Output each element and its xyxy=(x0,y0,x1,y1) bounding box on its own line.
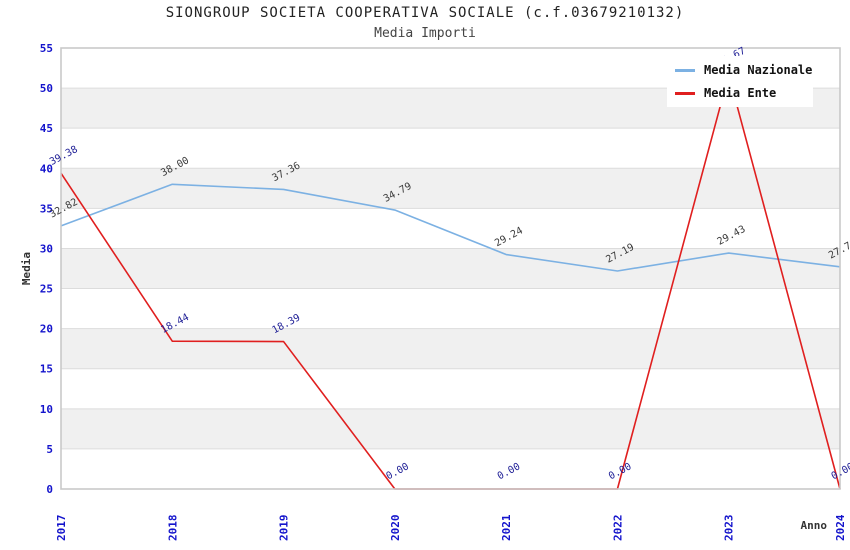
legend: Media Nazionale Media Ente xyxy=(667,56,813,107)
y-tick-label: 40 xyxy=(40,162,53,175)
media-ente-value-label: 0.00 xyxy=(384,461,410,482)
media-nazionale-swatch-icon xyxy=(675,68,695,72)
x-tick-label-2020: 2020 xyxy=(389,515,402,542)
media-ente-value-label: 0.00 xyxy=(496,461,522,482)
y-tick-label: 15 xyxy=(40,363,53,376)
media-nazionale-value-label: 29.43 xyxy=(716,224,748,248)
x-tick-label-2019: 2019 xyxy=(278,515,291,542)
legend-label-media-nazionale: Media Nazionale xyxy=(704,63,813,77)
plot-band xyxy=(61,168,840,209)
chart-subtitle: Media Importi xyxy=(374,26,476,41)
y-tick-label: 10 xyxy=(40,403,53,416)
legend-label-media-ente: Media Ente xyxy=(704,86,777,100)
media-ente-swatch-icon xyxy=(675,91,695,95)
x-tick-label-2017: 2017 xyxy=(55,515,68,542)
chart-title: SIONGROUP SOCIETA COOPERATIVA SOCIALE (c… xyxy=(165,5,685,21)
x-tick-label-2021: 2021 xyxy=(500,514,513,541)
y-tick-label: 35 xyxy=(40,202,53,215)
y-axis-title: Media xyxy=(20,252,33,285)
plot-band xyxy=(61,408,840,449)
x-axis-title: Anno xyxy=(801,519,828,532)
y-tick-label: 50 xyxy=(40,82,53,95)
x-tick-label-2024: 2024 xyxy=(834,514,847,541)
legend-item-media-nazionale: Media Nazionale xyxy=(675,63,812,77)
legend-item-media-ente: Media Ente xyxy=(675,86,805,100)
media-nazionale-value-label: 27.71 xyxy=(827,238,850,262)
media-ente-value-label: 39.38 xyxy=(48,144,80,168)
x-tick-label-2018: 2018 xyxy=(166,515,179,542)
media-nazionale-value-label: 29.24 xyxy=(493,225,525,249)
media-nazionale-line xyxy=(60,183,841,272)
x-tick-label-2022: 2022 xyxy=(611,515,624,542)
y-tick-label: 20 xyxy=(40,323,53,336)
y-tick-label: 5 xyxy=(46,443,53,456)
y-tick-label: 45 xyxy=(40,122,53,135)
plot-band xyxy=(61,328,840,369)
y-tick-label: 0 xyxy=(46,483,53,496)
plot-border xyxy=(60,47,841,490)
plot-band xyxy=(61,248,840,289)
x-tick-label-2023: 2023 xyxy=(723,515,736,542)
y-tick-label: 55 xyxy=(40,42,53,55)
y-tick-label: 25 xyxy=(40,283,53,296)
y-tick-label: 30 xyxy=(40,242,53,255)
